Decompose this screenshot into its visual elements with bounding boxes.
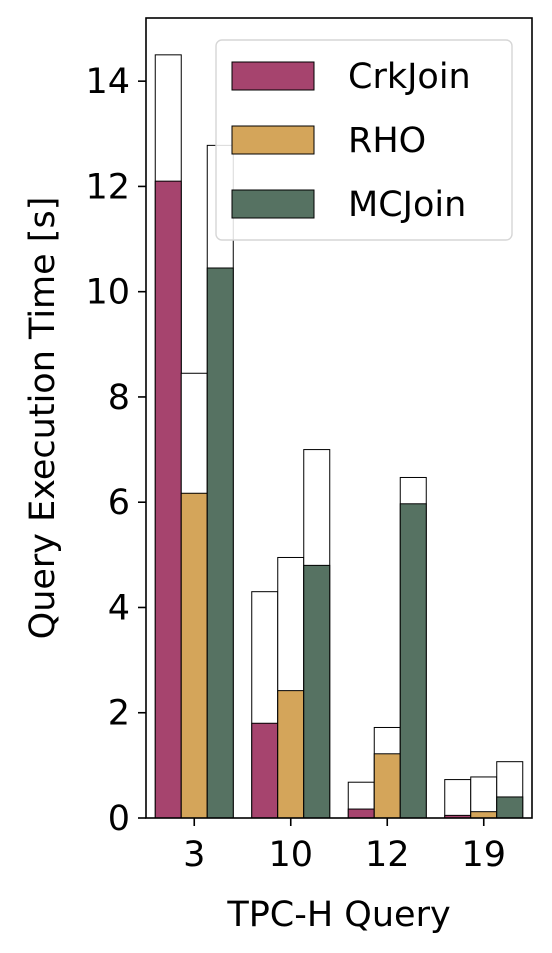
- x-axis-label: TPC-H Query: [226, 895, 450, 935]
- bar-mcjoin-q19: [496, 796, 524, 819]
- y-tick-label: 6: [108, 483, 130, 523]
- legend-swatch-rho: [231, 125, 315, 155]
- bar-mcjoin-q12: [399, 503, 427, 819]
- legend-label-crkjoin: CrkJoin: [348, 57, 471, 97]
- bar-rho-q3: [180, 492, 208, 819]
- bar-total-rho-q19: [470, 776, 498, 819]
- bar-rho-q19: [470, 811, 498, 819]
- legend-swatch-mcjoin: [231, 189, 315, 219]
- y-tick-label: 4: [108, 588, 130, 628]
- legend-label-mcjoin: MCJoin: [348, 185, 466, 225]
- y-tick-label: 0: [108, 799, 130, 839]
- x-tick-label: 10: [268, 835, 313, 875]
- x-axis: 3 10 12 19: [183, 818, 506, 875]
- bar-mcjoin-q3: [206, 267, 234, 819]
- y-axis-label: Query Execution Time [s]: [23, 197, 63, 640]
- plot-frame: [145, 17, 533, 819]
- x-tick-label: 19: [461, 835, 506, 875]
- y-tick-label: 2: [108, 694, 130, 734]
- y-tick-label: 12: [85, 167, 130, 207]
- bar-rho-q12: [373, 753, 401, 819]
- legend: CrkJoin RHO MCJoin: [215, 39, 513, 241]
- bar-crkjoin-q10: [251, 722, 279, 819]
- bar-rho-q10: [277, 690, 305, 819]
- bar-crkjoin-q3: [154, 180, 182, 819]
- x-tick-label: 3: [183, 835, 205, 875]
- bar-total-crkjoin-q19: [444, 779, 472, 819]
- legend-swatch-crkjoin: [231, 61, 315, 91]
- bars-group: [154, 54, 524, 819]
- y-axis: 0 2 4 6 8 10 12 14: [85, 62, 146, 839]
- bar-crkjoin-q12: [347, 808, 375, 819]
- y-tick-label: 14: [85, 62, 130, 102]
- legend-label-rho: RHO: [348, 121, 426, 161]
- y-tick-label: 8: [108, 378, 130, 418]
- x-tick-label: 12: [365, 835, 410, 875]
- bar-mcjoin-q10: [303, 564, 331, 819]
- y-tick-label: 10: [85, 273, 130, 313]
